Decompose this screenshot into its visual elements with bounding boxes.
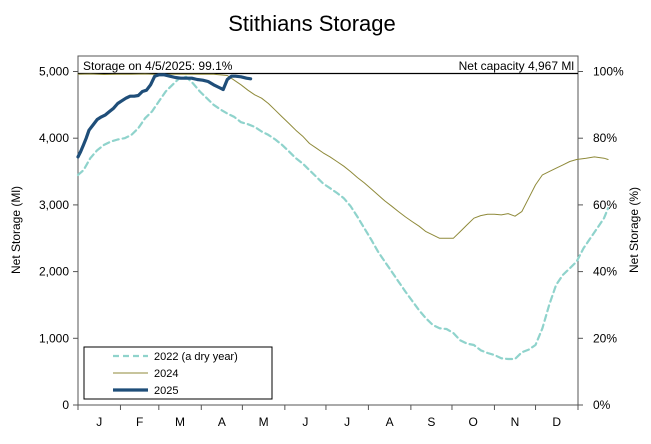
x-tick-label: A xyxy=(386,415,394,429)
plot-frame xyxy=(77,55,579,406)
series-layer xyxy=(76,73,610,361)
y-tick-label-right: 0% xyxy=(593,398,611,412)
x-tick-label: O xyxy=(469,415,478,429)
x-tick-label: J xyxy=(302,415,308,429)
x-tick-label: J xyxy=(344,415,350,429)
series-line-2024 xyxy=(77,73,609,239)
x-tick-label: S xyxy=(427,415,435,429)
y-axis-title-left: Net Storage (Ml) xyxy=(9,186,23,274)
x-tick-label: M xyxy=(175,415,185,429)
x-tick-label: J xyxy=(96,415,102,429)
legend-label: 2022 (a dry year) xyxy=(154,351,238,363)
legend-label: 2024 xyxy=(154,368,178,380)
x-tick-label: A xyxy=(218,415,226,429)
series-line-2022-a-dry-year xyxy=(76,75,610,361)
storage-status-text: Storage on 4/5/2025: 99.1% xyxy=(83,59,233,73)
series-line-2025 xyxy=(76,73,253,159)
y-tick-label-left: 2,000 xyxy=(39,265,69,279)
y-tick-label-left: 4,000 xyxy=(39,131,69,145)
y-axis-left: 0 1,000 2,000 3,000 4,000 5,000 xyxy=(39,65,78,412)
y-axis-right: 0% 20% 40% 60% 80% 100% xyxy=(578,65,624,412)
y-tick-label-right: 60% xyxy=(593,198,617,212)
legend: 2022 (a dry year) 2024 2025 xyxy=(83,346,273,400)
y-tick-label-right: 100% xyxy=(593,65,624,79)
y-tick-label-left: 5,000 xyxy=(39,65,69,79)
y-tick-label-left: 3,000 xyxy=(39,198,69,212)
legend-label: 2025 xyxy=(154,385,178,397)
y-tick-label-right: 80% xyxy=(593,131,617,145)
y-axis-title-right: Net Storage (%) xyxy=(627,187,641,273)
y-tick-label-right: 40% xyxy=(593,265,617,279)
y-tick-label-left: 1,000 xyxy=(39,331,69,345)
chart-title: Stithians Storage xyxy=(228,11,396,36)
y-tick-label-left: 0 xyxy=(62,398,69,412)
x-tick-label: M xyxy=(259,415,269,429)
net-capacity-text: Net capacity 4,967 Ml xyxy=(459,59,574,73)
x-tick-label: N xyxy=(511,415,520,429)
y-tick-label-right: 20% xyxy=(593,331,617,345)
x-tick-label: D xyxy=(552,415,561,429)
x-tick-label: F xyxy=(136,415,143,429)
